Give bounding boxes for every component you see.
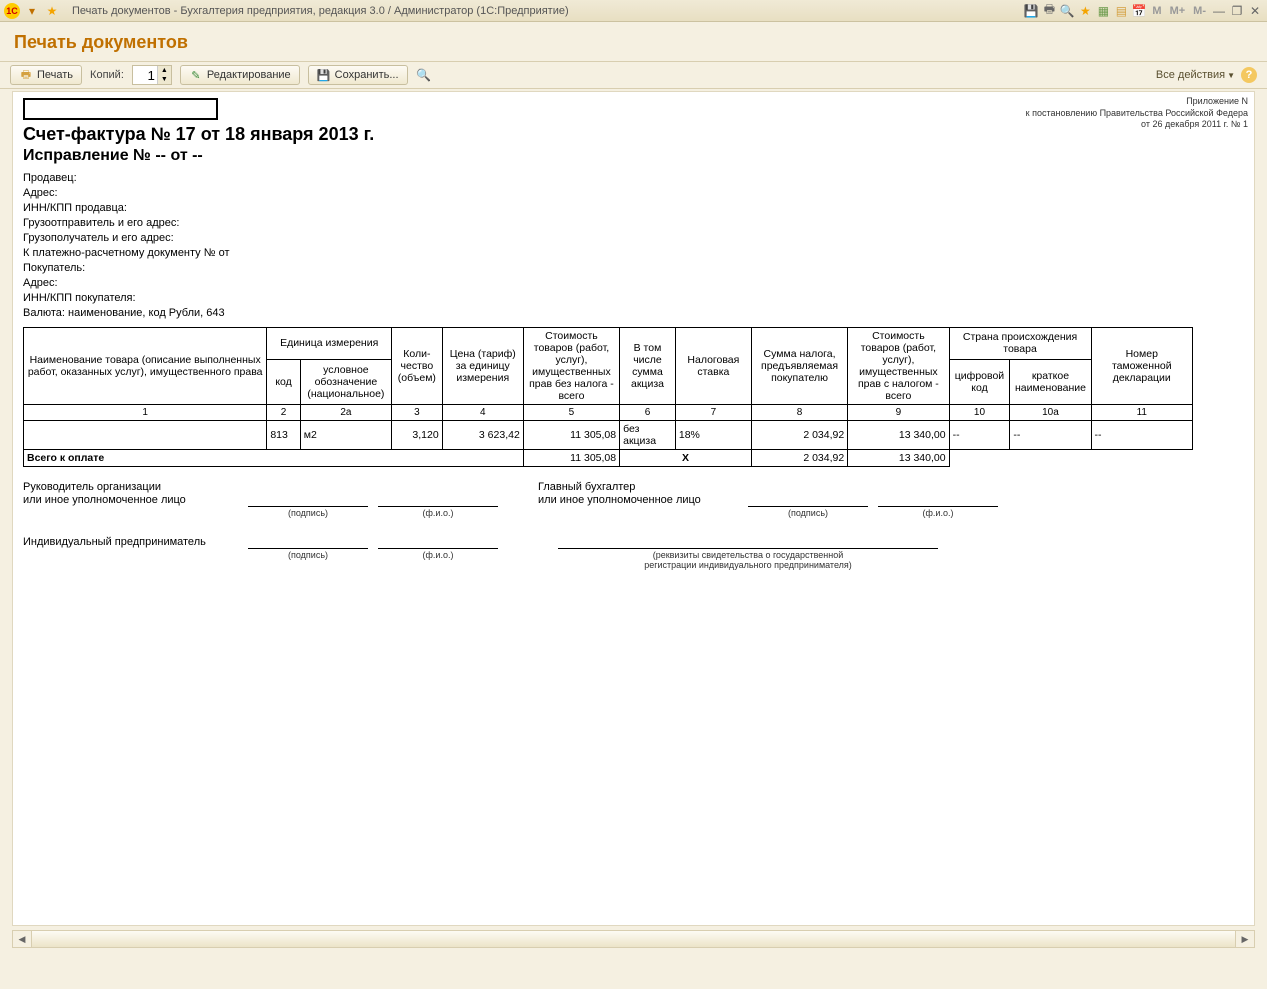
inn-seller-field: ИНН/КПП продавца: — [23, 201, 1193, 216]
close-icon[interactable]: ✕ — [1247, 3, 1263, 19]
all-actions-label: Все действия — [1156, 69, 1225, 81]
th-country: Страна происхождения товара — [949, 328, 1091, 360]
m-button[interactable]: M — [1149, 5, 1164, 17]
window-title: Печать документов - Бухгалтерия предприя… — [72, 5, 569, 17]
th-code: код — [267, 359, 300, 404]
favorite-icon[interactable]: ★ — [44, 3, 60, 19]
th-country-code: цифровой код — [949, 359, 1010, 404]
save-button[interactable]: 💾 Сохранить... — [308, 65, 408, 85]
preview-icon[interactable]: 🔍 — [1059, 3, 1075, 19]
head-sign-line: (подпись) — [248, 493, 368, 507]
paydoc-field: К платежно-расчетному документу № от — [23, 246, 1193, 261]
sp-label: Индивидуальный предприниматель — [23, 536, 238, 549]
save-label: Сохранить... — [335, 69, 399, 81]
app-logo-icon: 1C — [4, 3, 20, 19]
address2-field: Адрес: — [23, 276, 1193, 291]
header-row-1: Наименование товара (описание выполненны… — [24, 328, 1193, 360]
star-icon[interactable]: ★ — [1077, 3, 1093, 19]
acc-sign-line: (подпись) — [748, 493, 868, 507]
grid-icon[interactable]: ▦ — [1095, 3, 1111, 19]
save-icon[interactable]: 💾 — [1023, 3, 1039, 19]
th-cost-with-tax: Стоимость товаров (работ, услуг), имущес… — [848, 328, 949, 405]
invoice-table: Наименование товара (описание выполненны… — [23, 327, 1193, 467]
edit-button[interactable]: ✎ Редактирование — [180, 65, 300, 85]
th-country-name: краткое наименование — [1010, 359, 1091, 404]
edit-label: Редактирование — [207, 69, 291, 81]
print-label: Печать — [37, 69, 73, 81]
minimize-icon[interactable]: — — [1211, 3, 1227, 19]
toolbar: 🖶 Печать Копий: ▲ ▼ ✎ Редактирование 💾 С… — [0, 61, 1267, 89]
inn-buyer-field: ИНН/КПП покупателя: — [23, 291, 1193, 306]
scroll-right-button[interactable]: ▶ — [1236, 931, 1254, 947]
calc-icon[interactable]: ▤ — [1113, 3, 1129, 19]
copies-down[interactable]: ▼ — [157, 75, 171, 84]
copies-label: Копий: — [90, 69, 124, 81]
sp-fio-line: (ф.и.о.) — [378, 535, 498, 549]
th-tax-sum: Сумма налога, предъявляемая покупателю — [751, 328, 847, 405]
head-label: Руководитель организации или иное уполно… — [23, 481, 238, 507]
zoom-icon[interactable]: 🔍 — [416, 67, 432, 83]
calendar-icon[interactable]: 📅 — [1131, 3, 1147, 19]
invoice-title: Счет-фактура № 17 от 18 января 2013 г. — [23, 124, 1193, 145]
m-plus-button[interactable]: M+ — [1167, 5, 1189, 17]
th-unit: Единица измерения — [267, 328, 392, 360]
consignee-field: Грузополучатель и его адрес: — [23, 231, 1193, 246]
m-minus-button[interactable]: M- — [1190, 5, 1209, 17]
page-title: Печать документов — [0, 22, 1267, 61]
printer-icon: 🖶 — [19, 68, 33, 82]
acc-fio-line: (ф.и.о.) — [878, 493, 998, 507]
edit-icon: ✎ — [189, 68, 203, 82]
data-row: 813 м2 3,120 3 623,42 11 305,08 без акци… — [24, 421, 1193, 450]
currency-field: Валюта: наименование, код Рубли, 643 — [23, 306, 1193, 321]
seller-field: Продавец: — [23, 171, 1193, 186]
th-excise: В том числе сумма акциза — [620, 328, 676, 405]
appendix-text: Приложение N к постановлению Правительст… — [1026, 96, 1248, 131]
chevron-down-icon: ▼ — [1227, 71, 1235, 80]
address-field: Адрес: — [23, 186, 1193, 201]
dropdown-icon[interactable]: ▾ — [24, 3, 40, 19]
scroll-left-button[interactable]: ◀ — [13, 931, 31, 947]
total-row: Всего к оплате 11 305,08 X 2 034,92 13 3… — [24, 450, 1193, 467]
help-icon[interactable]: ? — [1241, 67, 1257, 83]
th-name: Наименование товара (описание выполненны… — [24, 328, 267, 405]
accountant-label: Главный бухгалтер или иное уполномоченно… — [538, 481, 738, 507]
th-cost-no-tax: Стоимость товаров (работ, услуг), имущес… — [523, 328, 619, 405]
logo-box — [23, 98, 218, 120]
th-unit-name: условное обозначение (национальное) — [300, 359, 391, 404]
maximize-icon[interactable]: ❐ — [1229, 3, 1245, 19]
th-customs: Номер таможенной декларации — [1091, 328, 1192, 405]
titlebar: 1C ▾ ★ Печать документов - Бухгалтерия п… — [0, 0, 1267, 22]
th-qty: Коли- чество (объем) — [392, 328, 443, 405]
th-tax-rate: Налоговая ставка — [675, 328, 751, 405]
diskette-icon: 💾 — [317, 68, 331, 82]
column-number-row: 12 2а3 45 67 89 1010а 11 — [24, 405, 1193, 421]
sp-req-line: (реквизиты свидетельства о государственн… — [558, 535, 938, 549]
horizontal-scrollbar[interactable]: ◀ ▶ — [12, 930, 1255, 948]
head-fio-line: (ф.и.о.) — [378, 493, 498, 507]
shipper-field: Грузоотправитель и его адрес: — [23, 216, 1193, 231]
invoice-subtitle: Исправление № -- от -- — [23, 147, 1193, 165]
buyer-field: Покупатель: — [23, 261, 1193, 276]
print-icon[interactable]: 🖶 — [1041, 3, 1057, 19]
th-price: Цена (тариф) за единицу измерения — [442, 328, 523, 405]
document-area: Приложение N к постановлению Правительст… — [12, 91, 1255, 926]
copies-up[interactable]: ▲ — [157, 66, 171, 75]
sp-sign-line: (подпись) — [248, 535, 368, 549]
scroll-thumb[interactable] — [31, 931, 1236, 947]
all-actions-button[interactable]: Все действия ▼ — [1156, 69, 1235, 81]
signatures: Руководитель организации или иное уполно… — [23, 481, 1193, 549]
print-button[interactable]: 🖶 Печать — [10, 65, 82, 85]
